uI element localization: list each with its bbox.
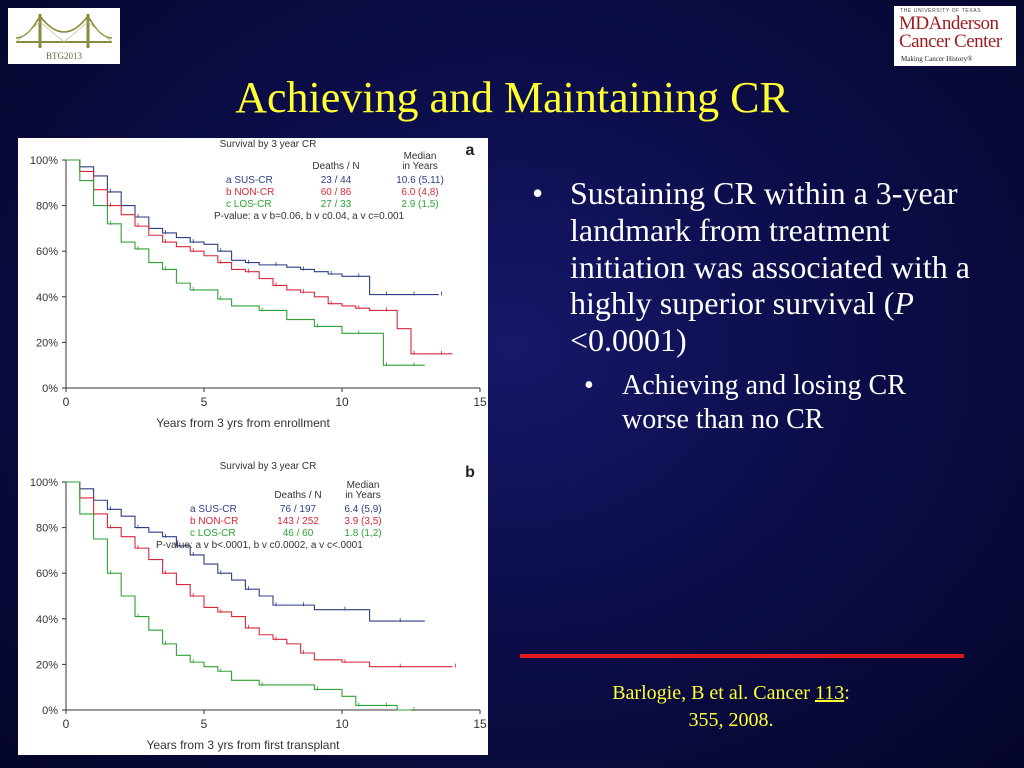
legend-deaths: 46 / 60: [283, 528, 314, 539]
x-tick-label: 5: [201, 395, 208, 409]
bridge-icon: [15, 14, 113, 48]
citation-pages: 355, 2008.: [688, 709, 774, 731]
x-tick-label: 10: [335, 395, 349, 409]
x-tick-label: 15: [473, 717, 487, 731]
citation-colon: :: [844, 682, 850, 704]
legend-deaths: 143 / 252: [277, 516, 319, 527]
y-tick-label: 80%: [36, 523, 58, 535]
chart-title: Survival by 3 year CR: [220, 461, 317, 472]
series-line-c-los-cr: [66, 159, 425, 366]
bullet-list: • Sustaining CR within a 3-year landmark…: [532, 175, 972, 436]
legend-entry: b NON-CR: [190, 516, 238, 527]
y-tick-label: 80%: [36, 201, 58, 213]
y-tick-label: 20%: [36, 337, 58, 349]
panel-label: b: [465, 464, 475, 481]
logo-university-line: THE UNIVERSITY OF TEXAS: [900, 8, 982, 14]
series-line-b-non-cr: [66, 159, 453, 355]
y-tick-label: 20%: [36, 659, 58, 671]
series-line-a-sus-cr: [66, 481, 425, 622]
legend-median: 2.9 (1,5): [401, 199, 438, 210]
citation-authors: Barlogie, B et al. Cancer: [612, 682, 815, 704]
x-tick-label: 10: [335, 717, 349, 731]
y-tick-label: 60%: [36, 246, 58, 258]
x-tick-label: 15: [473, 395, 487, 409]
bullet-main-text-2: <0.0001): [570, 322, 687, 359]
legend-median: 6.0 (4,8): [401, 187, 438, 198]
km-figure: 0% 20% 40% 60% 80% 100% 0 5 10 15 Years from 3 yrs…: [18, 138, 488, 755]
series-line-a-sus-cr: [66, 159, 439, 296]
legend-entry: a SUS-CR: [226, 175, 273, 186]
legend-deaths: 60 / 86: [321, 187, 352, 198]
legend-deaths: 23 / 44: [321, 175, 352, 186]
y-tick-label: 100%: [30, 477, 58, 489]
series-line-b-non-cr: [66, 481, 453, 668]
p-value-text: P-value: a v b<.0001, b v c0.0002, a v c…: [156, 540, 363, 551]
logo-line-2: Cancer Center: [899, 31, 1002, 52]
bullet-dot: •: [584, 369, 594, 401]
legend-median: 6.4 (5,9): [344, 504, 381, 515]
legend-deaths: 76 / 197: [280, 504, 317, 515]
legend-header-median: Median: [404, 151, 437, 162]
x-axis-label: Years from 3 yrs from first transplant: [147, 738, 341, 752]
bullet-sub: • Achieving and losing CR worse than no …: [584, 369, 972, 436]
legend-header-median: Median: [347, 480, 380, 491]
legend-median: 3.9 (3,5): [344, 516, 381, 527]
divider-line: [520, 654, 964, 658]
legend-header-deaths: Deaths / N: [312, 161, 359, 172]
legend-median: 10.6 (5,11): [396, 175, 444, 186]
logo-line-1: MDAnderson: [899, 13, 999, 34]
legend-entry: c LOS-CR: [190, 528, 236, 539]
bullet-main-text-1: Sustaining CR within a 3-year landmark f…: [570, 175, 970, 322]
legend-header-deaths: Deaths / N: [274, 490, 321, 501]
y-tick-label: 60%: [36, 568, 58, 580]
slide-title: Achieving and Maintaining CR: [235, 73, 789, 122]
md-anderson-logo: THE UNIVERSITY OF TEXAS MDAnderson Cance…: [894, 6, 1016, 66]
y-tick-label: 0%: [42, 383, 58, 395]
btg2013-logo: BTG2013: [8, 8, 120, 64]
bullet-main-p: P: [894, 285, 914, 322]
y-tick-label: 40%: [36, 292, 58, 304]
citation-volume-link[interactable]: 113: [814, 682, 845, 704]
x-axis-label: Years from 3 yrs from enrollment: [156, 416, 330, 430]
legend-entry: c LOS-CR: [226, 199, 272, 210]
bullet-main: • Sustaining CR within a 3-year landmark…: [532, 175, 972, 359]
bullet-dot: •: [532, 175, 544, 211]
logo-tagline: Making Cancer History®: [901, 55, 973, 63]
legend-entry: a SUS-CR: [190, 504, 237, 515]
x-tick-label: 0: [63, 395, 70, 409]
citation: Barlogie, B et al. Cancer 113: 355, 2008…: [566, 680, 896, 734]
bullet-sub-text: Achieving and losing CR worse than no CR: [622, 369, 906, 435]
panel-label: a: [466, 142, 475, 159]
legend-header-median: in Years: [402, 161, 438, 172]
p-value-text: P-value: a v b=0.06, b v c0.04, a v c=0.…: [214, 211, 405, 222]
legend-deaths: 27 / 33: [321, 199, 352, 210]
series-line-c-los-cr: [66, 481, 411, 711]
legend-median: 1.8 (1,2): [344, 528, 381, 539]
legend-header-median: in Years: [345, 490, 381, 501]
y-tick-label: 0%: [42, 705, 58, 717]
logo-caption: BTG2013: [46, 51, 82, 61]
chart-title: Survival by 3 year CR: [220, 139, 317, 150]
x-tick-label: 0: [63, 717, 70, 731]
x-tick-label: 5: [201, 717, 208, 731]
y-tick-label: 100%: [30, 155, 58, 167]
legend-entry: b NON-CR: [226, 187, 274, 198]
y-tick-label: 40%: [36, 614, 58, 626]
